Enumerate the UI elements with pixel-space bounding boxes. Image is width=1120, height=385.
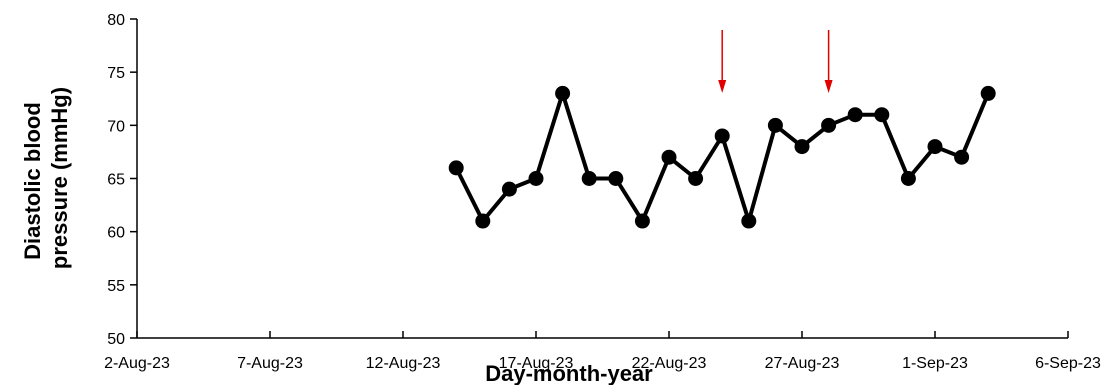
x-tick-label: 1-Sep-23 [902,355,968,372]
data-point [714,128,730,144]
data-point [688,171,704,186]
x-tick-label: 17-Aug-23 [499,355,574,372]
red-arrow-head [824,80,833,93]
data-point [448,160,464,176]
data-point [634,213,650,229]
y-axis-title-line-1: Diastolic blood [20,102,45,260]
data-point [608,171,624,186]
data-point [581,171,597,186]
data-point [821,117,837,133]
y-tick-label: 55 [107,278,125,295]
y-tick-label: 80 [107,12,125,29]
y-tick-label: 65 [107,172,125,189]
data-point [767,117,783,133]
data-point [501,181,517,197]
x-tick-label: 27-Aug-23 [765,355,840,372]
x-axis-title: Day-month-year [485,361,653,385]
data-point [794,139,810,155]
data-point [528,171,544,186]
data-point [847,107,863,123]
red-arrow-head [718,80,727,93]
y-tick-label: 75 [107,65,125,82]
x-tick-label: 6-Sep-23 [1035,355,1101,372]
x-tick-label: 22-Aug-23 [632,355,707,372]
data-point [980,85,996,101]
annotations [718,30,833,93]
data-point [927,139,943,155]
data-point [954,149,970,165]
x-tick-label: 7-Aug-23 [237,355,303,372]
data-point [661,149,677,165]
y-axis-title: Diastolic blood pressure (mmHg) [20,87,72,269]
series [448,85,996,229]
ticks: 50 55 60 65 70 75 80 2-Aug-23 7-Aug-23 12-Aug-23 1… [104,12,1101,372]
x-tick-label: 2-Aug-23 [104,355,170,372]
y-axis-title-line-2: pressure (mmHg) [47,87,72,269]
series-line [454,91,991,223]
data-point [900,171,916,186]
y-tick-label: 70 [107,118,125,135]
data-point [555,85,571,101]
x-tick-label: 12-Aug-23 [366,355,441,372]
data-point [475,213,491,229]
y-tick-label: 50 [107,331,125,348]
y-tick-label: 60 [107,225,125,242]
data-point [874,107,890,123]
data-point [741,213,757,229]
